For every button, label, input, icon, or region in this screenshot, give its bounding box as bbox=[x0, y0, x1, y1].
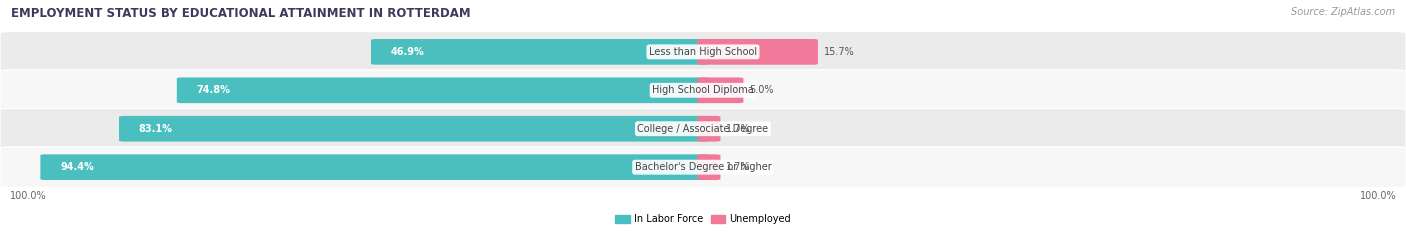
FancyBboxPatch shape bbox=[120, 116, 709, 142]
Text: 1.7%: 1.7% bbox=[725, 162, 751, 172]
Text: 1.7%: 1.7% bbox=[725, 124, 751, 134]
Text: 100.0%: 100.0% bbox=[1360, 191, 1396, 201]
Text: High School Diploma: High School Diploma bbox=[652, 85, 754, 95]
Text: College / Associate Degree: College / Associate Degree bbox=[637, 124, 769, 134]
Text: 15.7%: 15.7% bbox=[824, 47, 855, 57]
Text: 5.0%: 5.0% bbox=[749, 85, 773, 95]
FancyBboxPatch shape bbox=[41, 154, 709, 180]
FancyBboxPatch shape bbox=[697, 77, 744, 103]
FancyBboxPatch shape bbox=[0, 147, 1406, 188]
Text: 74.8%: 74.8% bbox=[197, 85, 231, 95]
FancyBboxPatch shape bbox=[177, 77, 709, 103]
Text: Bachelor's Degree or higher: Bachelor's Degree or higher bbox=[634, 162, 772, 172]
FancyBboxPatch shape bbox=[371, 39, 709, 65]
FancyBboxPatch shape bbox=[0, 31, 1406, 72]
FancyBboxPatch shape bbox=[0, 70, 1406, 111]
FancyBboxPatch shape bbox=[697, 39, 818, 65]
Text: Less than High School: Less than High School bbox=[650, 47, 756, 57]
FancyBboxPatch shape bbox=[0, 108, 1406, 149]
Legend: In Labor Force, Unemployed: In Labor Force, Unemployed bbox=[612, 210, 794, 228]
Text: Source: ZipAtlas.com: Source: ZipAtlas.com bbox=[1291, 7, 1395, 17]
Text: 83.1%: 83.1% bbox=[139, 124, 173, 134]
Text: 100.0%: 100.0% bbox=[10, 191, 46, 201]
FancyBboxPatch shape bbox=[697, 116, 720, 142]
FancyBboxPatch shape bbox=[697, 154, 720, 180]
Text: 46.9%: 46.9% bbox=[391, 47, 425, 57]
Text: EMPLOYMENT STATUS BY EDUCATIONAL ATTAINMENT IN ROTTERDAM: EMPLOYMENT STATUS BY EDUCATIONAL ATTAINM… bbox=[11, 7, 471, 20]
Text: 94.4%: 94.4% bbox=[60, 162, 94, 172]
